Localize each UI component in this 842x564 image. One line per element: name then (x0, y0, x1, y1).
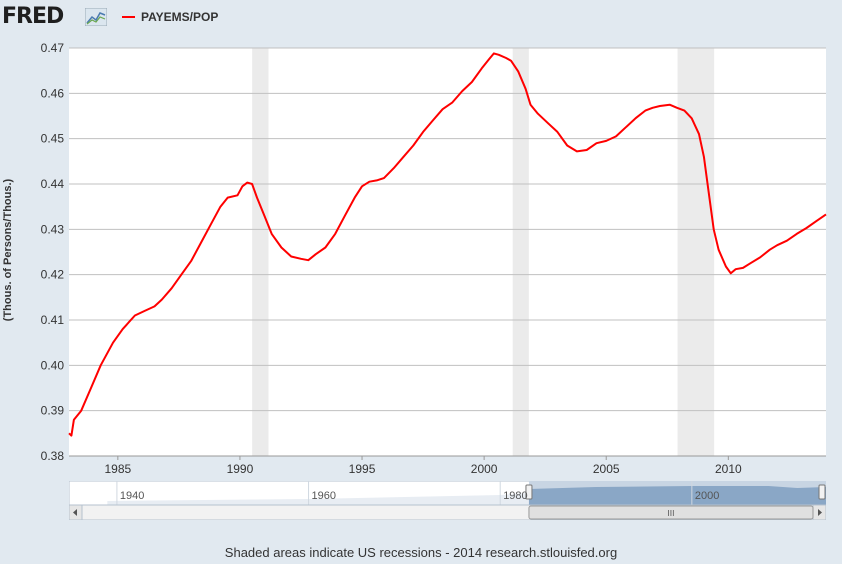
y-tick-label: 0.46 (41, 86, 65, 100)
x-tick-label: 1985 (104, 462, 131, 476)
y-tick-label: 0.47 (41, 41, 65, 55)
y-tick-label: 0.42 (41, 268, 65, 282)
scrollbar-thumb[interactable] (528, 505, 814, 520)
navigator[interactable]: 1940 1960 1980 2000 III (69, 481, 826, 520)
y-tick-label: 0.43 (41, 222, 65, 236)
scrollbar-grip: III (667, 509, 674, 518)
x-tick-label: 2010 (715, 462, 742, 476)
navigator-label: 1980 (503, 490, 527, 502)
x-tick-label: 1995 (349, 462, 376, 476)
recession-band (512, 48, 529, 456)
header: FRED PAYEMS/POP (0, 0, 842, 40)
y-tick-label: 0.39 (41, 404, 65, 418)
y-tick-label: 0.45 (41, 132, 65, 146)
y-tick-label: 0.44 (41, 177, 65, 191)
navigator-series-unselected (107, 493, 529, 505)
legend-label: PAYEMS/POP (141, 10, 219, 24)
y-tick-label: 0.41 (41, 313, 65, 327)
navigator-label: 2000 (695, 490, 719, 502)
chart[interactable]: 0.38 0.39 0.40 0.41 0.42 0.43 0.44 0.45 0.46 0.47… (0, 0, 842, 545)
y-tick-label: 0.38 (41, 449, 65, 463)
scroll-right-button[interactable] (812, 504, 826, 520)
recession-band (677, 48, 715, 456)
x-tick-label: 2005 (593, 462, 620, 476)
navigator-label: 1960 (312, 490, 336, 502)
recession-band (252, 48, 269, 456)
footer-note: Shaded areas indicate US recessions - 20… (224, 545, 618, 560)
navigator-series-selected (528, 486, 826, 505)
x-tick-label: 1990 (227, 462, 254, 476)
legend-swatch (122, 16, 135, 18)
navigator-handle[interactable] (818, 484, 826, 500)
y-tick-label: 0.40 (41, 358, 65, 372)
fred-logo[interactable]: FRED (2, 4, 64, 29)
scroll-left-button[interactable] (69, 504, 83, 520)
series-line[interactable] (68, 52, 827, 437)
navigator-label: 1940 (120, 490, 144, 502)
x-tick-label: 2000 (471, 462, 498, 476)
chart-line-icon (85, 8, 107, 26)
legend[interactable]: PAYEMS/POP (122, 10, 218, 24)
navigator-handle[interactable] (525, 484, 533, 500)
